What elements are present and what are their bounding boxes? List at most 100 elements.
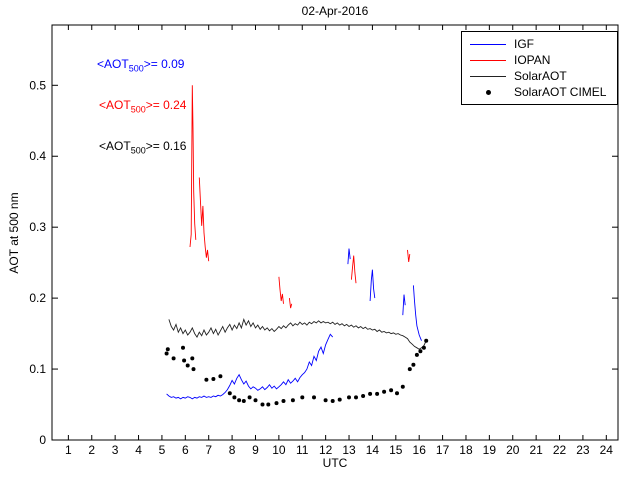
- legend-item: IGF: [462, 36, 617, 52]
- line-icon: [470, 43, 506, 45]
- scatter-point: [395, 391, 399, 396]
- y-tick-label: 0.1: [29, 362, 46, 376]
- x-tick-label: 20: [506, 443, 520, 457]
- scatter-point: [347, 395, 351, 400]
- x-tick-label: 12: [319, 443, 333, 457]
- scatter-point: [204, 377, 209, 382]
- line-icon: [470, 59, 506, 61]
- legend-item: SolarAOT CIMEL: [462, 84, 617, 100]
- scatter-point: [300, 395, 305, 400]
- legend: IGF IOPAN SolarAOT SolarAOT CIMEL: [461, 31, 618, 105]
- series-line-solaraot: [168, 318, 427, 350]
- x-tick-label: 23: [576, 443, 590, 457]
- scatter-point: [181, 345, 185, 350]
- annotation-text: >= 0.24: [145, 98, 187, 112]
- scatter-point: [375, 391, 380, 396]
- x-tick-label: 4: [135, 443, 142, 457]
- x-tick-label: 7: [205, 443, 212, 457]
- scatter-point: [290, 398, 295, 403]
- scatter-point: [361, 394, 366, 398]
- x-tick-label: 18: [459, 443, 473, 457]
- scatter-point: [424, 338, 429, 343]
- x-tick-label: 22: [553, 443, 567, 457]
- annotation-text: >= 0.09: [143, 57, 185, 71]
- x-tick-label: 24: [600, 443, 614, 457]
- x-tick-label: 19: [483, 443, 497, 457]
- y-tick-label: 0.2: [29, 291, 46, 305]
- x-axis-label: UTC: [322, 456, 348, 470]
- mean-aot-annotation-igf: <AOT500>= 0.09: [97, 57, 184, 73]
- scatter-point: [400, 384, 405, 389]
- scatter-point: [418, 349, 423, 354]
- annotation-text: <AOT: [99, 139, 131, 153]
- scatter-point: [330, 399, 335, 403]
- scatter-point: [354, 395, 358, 400]
- x-tick-label: 14: [366, 443, 380, 457]
- y-tick-label: 0.5: [29, 78, 46, 92]
- scatter-point: [274, 401, 279, 406]
- scatter-point: [171, 356, 176, 361]
- dot-icon: [485, 89, 491, 95]
- legend-line-swatch: [468, 75, 508, 77]
- x-tick-label: 16: [413, 443, 427, 457]
- scatter-point: [227, 391, 232, 396]
- y-tick-label: 0.4: [29, 149, 46, 163]
- chart-title: 02-Apr-2016: [301, 4, 369, 18]
- x-tick-label: 17: [436, 443, 450, 457]
- legend-label: SolarAOT: [514, 69, 567, 83]
- scatter-point: [232, 395, 237, 400]
- annotation-subscript: 500: [128, 63, 144, 74]
- legend-label: IOPAN: [514, 53, 551, 67]
- legend-label: IGF: [514, 37, 534, 51]
- x-tick-label: 13: [342, 443, 356, 457]
- scatter-point: [411, 362, 416, 367]
- scatter-point: [312, 395, 316, 400]
- scatter-point: [281, 399, 286, 403]
- mean-aot-annotation-iopan: <AOT500>= 0.24: [99, 98, 186, 114]
- scatter-point: [218, 374, 223, 379]
- x-tick-label: 8: [229, 443, 236, 457]
- annotation-text: <AOT: [99, 98, 131, 112]
- scatter-point: [185, 363, 190, 368]
- scatter-point: [421, 345, 426, 350]
- legend-dot-marker: [468, 89, 508, 95]
- scatter-point: [164, 351, 169, 356]
- x-tick-label: 1: [65, 443, 72, 457]
- annotation-subscript: 500: [130, 145, 146, 156]
- x-tick-label: 3: [112, 443, 119, 457]
- x-tick-label: 2: [88, 443, 95, 457]
- scatter-point: [237, 398, 242, 403]
- legend-line-swatch: [468, 59, 508, 61]
- x-tick-label: 21: [529, 443, 543, 457]
- scatter-point: [190, 356, 195, 361]
- scatter-point: [368, 391, 373, 396]
- mean-aot-annotation-solaraot: <AOT500>= 0.16: [99, 139, 186, 155]
- y-tick-label: 0.3: [29, 220, 46, 234]
- series-line-igf: [166, 248, 422, 400]
- scatter-point: [414, 352, 419, 357]
- x-tick-label: 15: [389, 443, 403, 457]
- x-tick-label: 11: [296, 443, 309, 457]
- legend-item: SolarAOT: [462, 68, 617, 84]
- scatter-point: [407, 367, 412, 372]
- scatter-point: [211, 377, 216, 381]
- legend-label: SolarAOT CIMEL: [514, 85, 607, 99]
- scatter-point: [323, 398, 328, 403]
- scatter-point: [182, 358, 187, 363]
- series-line-iopan: [189, 85, 411, 309]
- annotation-text: <AOT: [97, 57, 129, 71]
- scatter-point: [389, 388, 394, 393]
- legend-item: IOPAN: [462, 52, 617, 68]
- line-icon: [470, 75, 506, 77]
- x-tick-label: 5: [159, 443, 166, 457]
- scatter-point: [253, 398, 258, 403]
- y-tick-label: 0: [39, 433, 46, 447]
- scatter-point: [247, 395, 252, 400]
- x-tick-label: 6: [182, 443, 189, 457]
- legend-line-swatch: [468, 43, 508, 45]
- scatter-point: [266, 402, 271, 407]
- y-axis-label: AOT at 500 nm: [7, 192, 21, 274]
- scatter-point: [382, 389, 387, 394]
- scatter-point: [191, 367, 196, 372]
- x-tick-label: 10: [272, 443, 286, 457]
